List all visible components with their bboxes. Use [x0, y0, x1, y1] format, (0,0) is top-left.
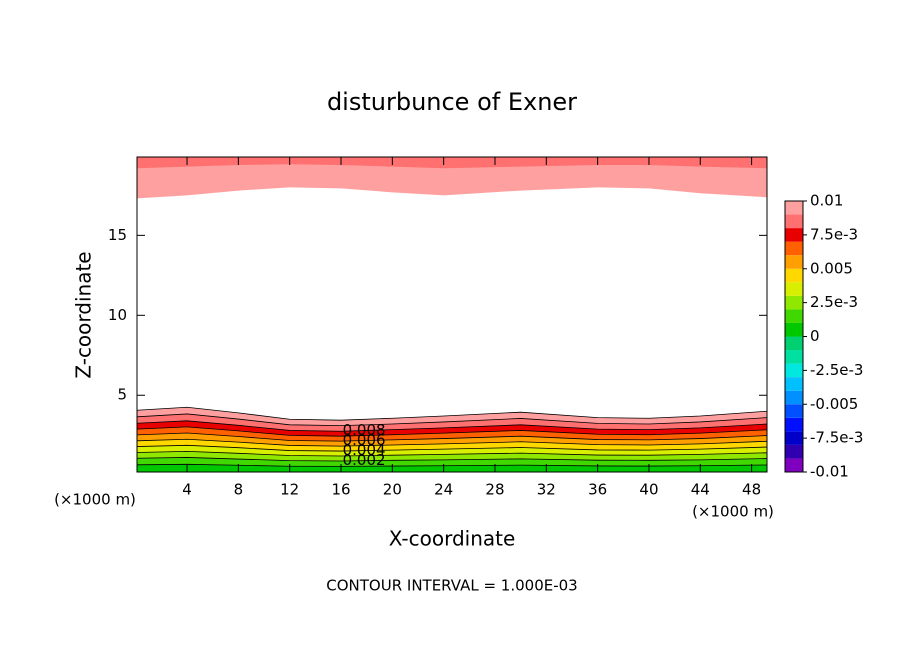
colorbar-band: [785, 255, 803, 269]
x-tick-label: 24: [434, 481, 453, 499]
colorbar-band: [785, 241, 803, 256]
contour-label: 0.006: [343, 431, 386, 449]
annotation: CONTOUR INTERVAL = 1.000E-03: [326, 577, 577, 595]
contour-line: [136, 450, 768, 457]
contour-line: [136, 426, 768, 437]
contour-line: [136, 457, 768, 462]
contour-line: [136, 463, 768, 467]
contour-label: 0.002: [343, 451, 386, 469]
contour-label: 0.004: [343, 441, 386, 459]
x-tick-label: 12: [280, 481, 299, 499]
colorbar-band: [785, 350, 803, 364]
x-tick-label: 48: [742, 481, 761, 499]
colorbar-band: [785, 228, 803, 242]
contour-label: 0.008: [343, 421, 386, 439]
colorbar-tick-label: -7.5e-3: [810, 429, 863, 447]
x-axis-label: X-coordinate: [389, 527, 516, 551]
colorbar-tick-label: 7.5e-3: [810, 225, 858, 243]
contour-line: [136, 444, 768, 452]
x-tick-label: 28: [485, 481, 504, 499]
x-tick-label: 4: [182, 481, 192, 499]
x-tick-label: 32: [537, 481, 556, 499]
colorbar-band: [785, 417, 803, 432]
y-tick-label: 5: [117, 386, 127, 404]
colorbar-band: [785, 214, 803, 229]
contour-line: [136, 406, 768, 421]
colorbar-band: [785, 431, 803, 445]
colorbar-band: [785, 458, 803, 472]
contour-fill: [137, 157, 767, 199]
colorbar-tick-label: 0: [810, 327, 820, 345]
colorbar-band: [785, 336, 803, 351]
colorbar-band: [785, 363, 803, 378]
contour-line: [136, 432, 768, 442]
y-axis-label: Z-coordinate: [72, 251, 96, 378]
x-tick-label: 20: [383, 481, 402, 499]
colorbar-band: [785, 404, 803, 418]
colorbar-band: [785, 322, 803, 337]
plot-frame: [136, 156, 768, 473]
y-tick-label: 10: [108, 306, 127, 324]
x-tick-label: 16: [331, 481, 350, 499]
colorbar-band: [785, 282, 803, 296]
colorbar-band: [785, 268, 803, 283]
x-unit-label: (×1000 m): [692, 503, 774, 521]
colorbar-tick-label: 0.01: [810, 192, 843, 210]
x-tick-label: 36: [588, 481, 607, 499]
x-tick-label: 8: [234, 481, 244, 499]
colorbar-band: [785, 201, 803, 215]
colorbar-band: [785, 309, 803, 323]
contour-fill: [137, 157, 767, 169]
colorbar-tick-label: 0.005: [810, 259, 853, 277]
chart-title: disturbunce of Exner: [327, 88, 577, 116]
y-unit-label: (×1000 m): [54, 491, 136, 509]
x-tick-label: 44: [691, 481, 710, 499]
x-tick-label: 40: [639, 481, 658, 499]
colorbar-tick-label: 2.5e-3: [810, 293, 858, 311]
colorbar-band: [785, 377, 803, 391]
contour-line: [136, 438, 768, 447]
y-tick-label: 15: [108, 226, 127, 244]
colorbar-band: [785, 444, 803, 459]
colorbar-tick-label: -2.5e-3: [810, 361, 863, 379]
colorbar-band: [785, 295, 803, 310]
contour-line: [136, 413, 768, 427]
colorbar-tick-label: -0.005: [810, 395, 858, 413]
colorbar-band: [785, 390, 803, 405]
colorbar-tick-label: -0.01: [810, 463, 849, 481]
contour-line: [136, 420, 768, 432]
